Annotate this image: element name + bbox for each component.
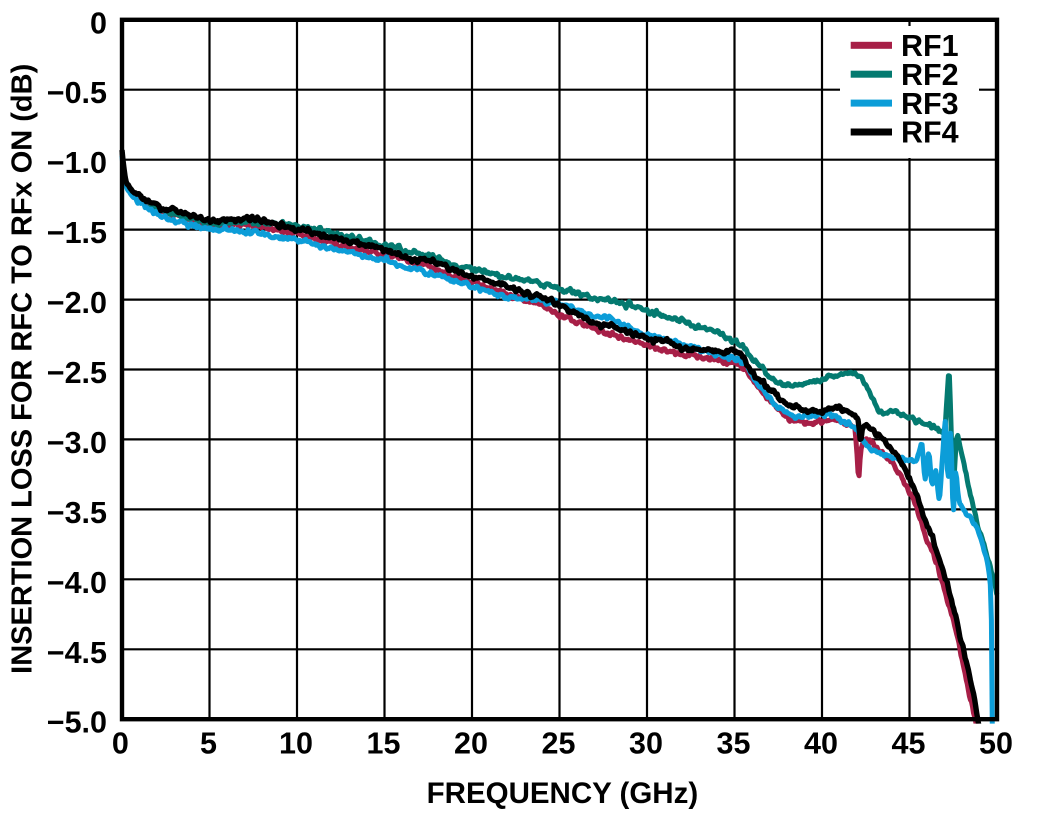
svg-text:25: 25 (542, 727, 576, 761)
svg-text:RF2: RF2 (901, 58, 959, 92)
svg-text:15: 15 (367, 727, 401, 761)
svg-text:45: 45 (892, 727, 926, 761)
svg-text:−2.5: −2.5 (47, 356, 107, 390)
svg-text:−0.5: −0.5 (47, 76, 107, 110)
svg-text:−1.5: −1.5 (47, 216, 107, 250)
svg-text:40: 40 (804, 727, 838, 761)
svg-text:RF1: RF1 (901, 29, 959, 63)
svg-text:−4.5: −4.5 (47, 636, 107, 670)
svg-text:0: 0 (112, 727, 129, 761)
svg-text:−1.0: −1.0 (47, 146, 107, 180)
svg-text:−4.0: −4.0 (47, 566, 107, 600)
svg-text:0: 0 (90, 6, 107, 40)
svg-text:RF4: RF4 (901, 116, 959, 150)
svg-text:20: 20 (454, 727, 488, 761)
svg-text:FREQUENCY (GHz): FREQUENCY (GHz) (427, 777, 699, 810)
svg-text:−3.5: −3.5 (47, 496, 107, 530)
svg-text:−5.0: −5.0 (47, 706, 107, 740)
svg-text:35: 35 (717, 727, 751, 761)
svg-text:10: 10 (279, 727, 313, 761)
svg-text:−3.0: −3.0 (47, 426, 107, 460)
svg-text:−2.0: −2.0 (47, 286, 107, 320)
svg-text:50: 50 (979, 727, 1013, 761)
svg-text:30: 30 (629, 727, 663, 761)
svg-text:INSERTION LOSS FOR RFC TO RFx: INSERTION LOSS FOR RFC TO RFx ON (dB) (7, 64, 39, 674)
svg-text:RF3: RF3 (901, 87, 959, 121)
svg-text:5: 5 (200, 727, 217, 761)
